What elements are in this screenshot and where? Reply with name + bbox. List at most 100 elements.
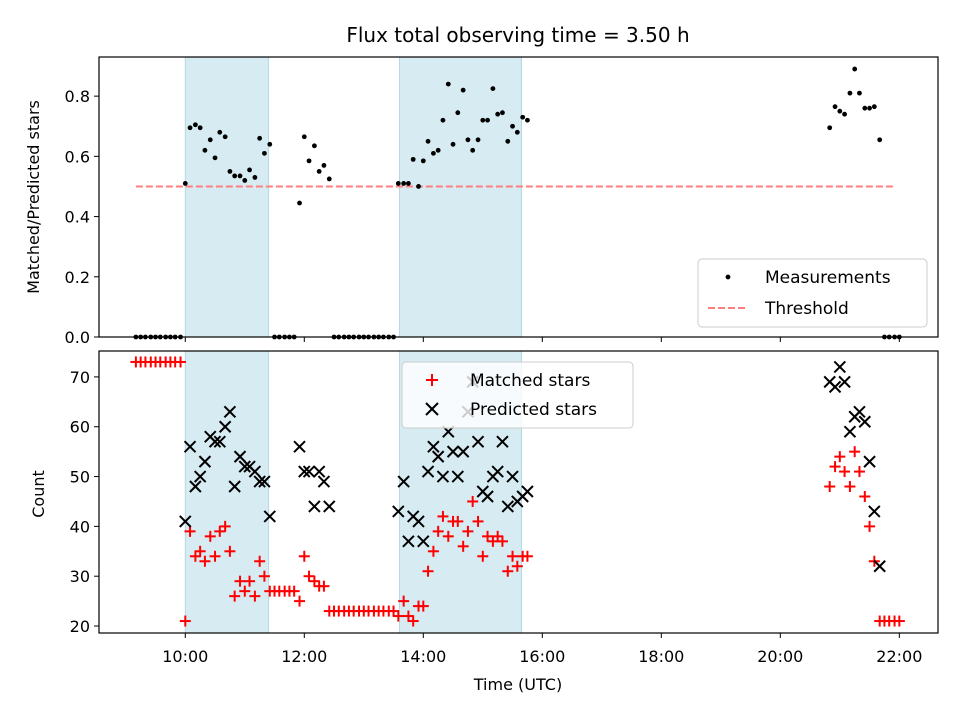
measurement-point-68 <box>470 147 476 153</box>
y-tick-label-3: 50 <box>70 468 90 487</box>
count-y-axis-label: Count <box>29 470 48 518</box>
ratio-panel: 0.00.20.40.60.8 Matched/Predicted stars … <box>24 56 939 347</box>
count-x-ticks: 10:00 12:00 14:00 16:00 18:00 20:00 22:00 <box>162 633 922 666</box>
measurement-point-18 <box>222 134 228 140</box>
measurement-point-26 <box>262 150 267 156</box>
measurement-point-67 <box>465 137 471 143</box>
matched-point-53 <box>392 610 404 622</box>
matched-point-21 <box>234 575 246 587</box>
predicted-point-38 <box>456 445 470 458</box>
measurement-point-74 <box>500 110 505 116</box>
measurement-point-80 <box>827 125 833 131</box>
predicted-point-1 <box>183 440 197 453</box>
predicted-point-20 <box>302 465 316 478</box>
predicted-point-41 <box>471 435 485 448</box>
predicted-point-2 <box>189 480 202 493</box>
matched-point-88 <box>864 520 876 532</box>
matched-point-77 <box>511 560 523 572</box>
y-tick-label-1: 30 <box>70 567 90 586</box>
measurement-point-54 <box>401 181 407 186</box>
matched-point-55 <box>402 610 414 622</box>
matched-point-82 <box>834 451 846 463</box>
y-tick-label-5: 70 <box>70 368 90 387</box>
predicted-point-18 <box>293 440 306 453</box>
predicted-point-7 <box>213 435 226 448</box>
matched-point-74 <box>496 535 508 547</box>
ratio-legend: Measurements Threshold <box>697 258 928 328</box>
predicted-point-24 <box>323 500 336 513</box>
ratio-y-axis-label: Matched/Predicted stars <box>24 100 43 294</box>
matched-point-72 <box>487 535 499 547</box>
matched-point-94 <box>893 615 905 627</box>
matched-point-86 <box>853 466 865 478</box>
matched-point-73 <box>492 530 504 542</box>
measurement-point-21 <box>237 173 243 179</box>
matched-point-33 <box>294 595 306 607</box>
predicted-point-60 <box>863 455 876 468</box>
matched-point-10 <box>179 615 191 627</box>
y-tick-label-0: 20 <box>70 617 90 636</box>
matched-point-15 <box>204 530 216 542</box>
legend-marker-matched-stars <box>426 374 438 386</box>
count-y-ticks: 20 30 40 50 60 70 <box>70 368 99 636</box>
predicted-point-47 <box>501 500 514 513</box>
legend-marker-measurements <box>725 274 731 280</box>
legend-label-predicted-stars: Predicted stars <box>470 400 597 420</box>
measurement-point-69 <box>475 137 481 143</box>
observation-interval-0 <box>184 350 270 634</box>
measurement-point-71 <box>485 117 490 123</box>
predicted-point-46 <box>496 435 509 448</box>
matched-point-76 <box>507 550 519 562</box>
x-tick-label-5: 20:00 <box>757 647 803 666</box>
count-legend-box <box>401 361 634 429</box>
y-tick-label-4: 0.8 <box>65 87 90 106</box>
measurement-point-78 <box>520 114 526 120</box>
predicted-point-6 <box>208 435 222 448</box>
legend-label-measurements: Measurements <box>765 268 891 288</box>
matched-point-9 <box>175 356 187 368</box>
matched-point-13 <box>194 545 206 557</box>
predicted-point-45 <box>491 465 504 478</box>
predicted-point-15 <box>253 475 266 488</box>
measurement-point-23 <box>247 167 252 173</box>
measurement-point-72 <box>490 86 496 92</box>
predicted-point-31 <box>421 465 435 478</box>
measurement-point-25 <box>257 135 263 141</box>
y-tick-label-2: 40 <box>70 517 90 536</box>
measurement-point-10 <box>182 181 188 186</box>
predicted-point-48 <box>506 470 519 483</box>
measurement-point-39 <box>326 176 332 182</box>
matched-point-65 <box>452 515 464 527</box>
predicted-point-8 <box>218 420 232 433</box>
predicted-point-32 <box>427 440 440 453</box>
matched-point-22 <box>239 585 251 597</box>
predicted-point-10 <box>228 480 241 493</box>
predicted-point-12 <box>238 460 251 473</box>
measurement-point-77 <box>514 129 520 135</box>
measurement-point-58 <box>420 158 426 164</box>
measurement-point-27 <box>267 141 273 147</box>
measurement-point-60 <box>431 150 436 156</box>
matched-point-81 <box>829 461 841 473</box>
series-matched-stars <box>130 356 905 627</box>
matched-point-68 <box>467 495 479 507</box>
matched-point-66 <box>457 540 469 552</box>
x-axis-label: Time (UTC) <box>473 675 562 694</box>
measurement-point-16 <box>212 155 218 161</box>
matched-point-87 <box>859 490 871 502</box>
matched-point-60 <box>427 545 439 557</box>
matched-point-83 <box>839 466 851 478</box>
matched-point-36 <box>308 575 320 587</box>
y-tick-label-4: 60 <box>70 418 90 437</box>
measurement-point-14 <box>202 147 208 153</box>
measurement-point-62 <box>440 117 446 123</box>
ratio-axes-frame <box>98 56 939 338</box>
x-tick-label-0: 10:00 <box>162 647 208 666</box>
matched-point-75 <box>502 565 514 577</box>
predicted-point-30 <box>417 535 430 548</box>
matched-point-70 <box>477 550 489 562</box>
ratio-x-ticks <box>184 337 900 342</box>
measurement-point-63 <box>445 81 451 87</box>
matched-point-85 <box>849 446 861 458</box>
